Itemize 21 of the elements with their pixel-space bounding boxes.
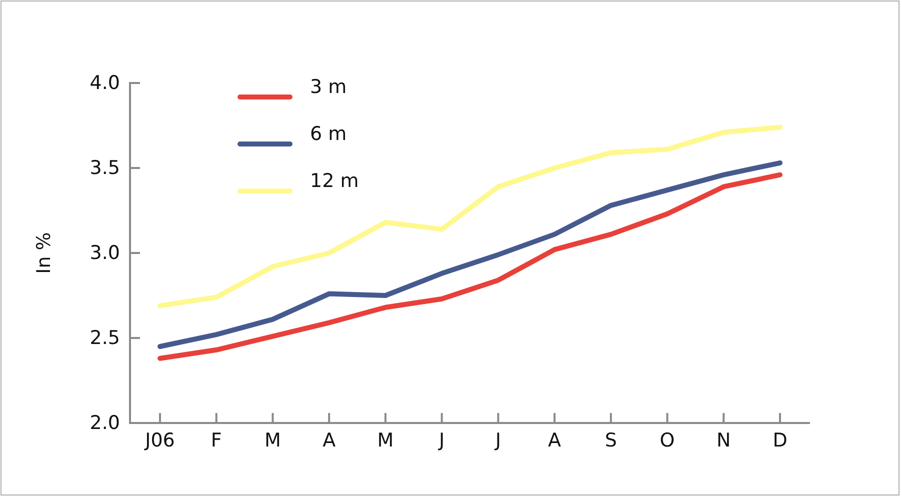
legend-label: 12 m [310, 170, 359, 192]
x-tick-label: J06 [144, 429, 175, 452]
y-tick-label: 2.5 [90, 327, 120, 350]
x-tick-label: J [438, 429, 445, 452]
legend-label: 3 m [310, 76, 347, 98]
x-tick-label: J [494, 429, 501, 452]
y-tick-label: 2.0 [90, 412, 120, 434]
x-tick-label: N [716, 429, 731, 452]
y-axis-title: In % [33, 232, 55, 274]
x-tick-label: F [210, 429, 222, 452]
x-tick-label: S [604, 429, 617, 452]
x-tick-label: A [548, 429, 562, 452]
x-tick-label: D [772, 429, 788, 452]
legend-label: 6 m [310, 123, 347, 145]
x-tick-label: M [264, 429, 281, 452]
y-tick-label: 3.5 [90, 157, 120, 180]
y-tick-label: 4.0 [90, 72, 120, 94]
x-tick-label: O [660, 429, 675, 452]
y-tick-label: 3.0 [90, 242, 120, 264]
x-tick-label: M [377, 429, 394, 452]
x-tick-label: A [322, 429, 336, 452]
